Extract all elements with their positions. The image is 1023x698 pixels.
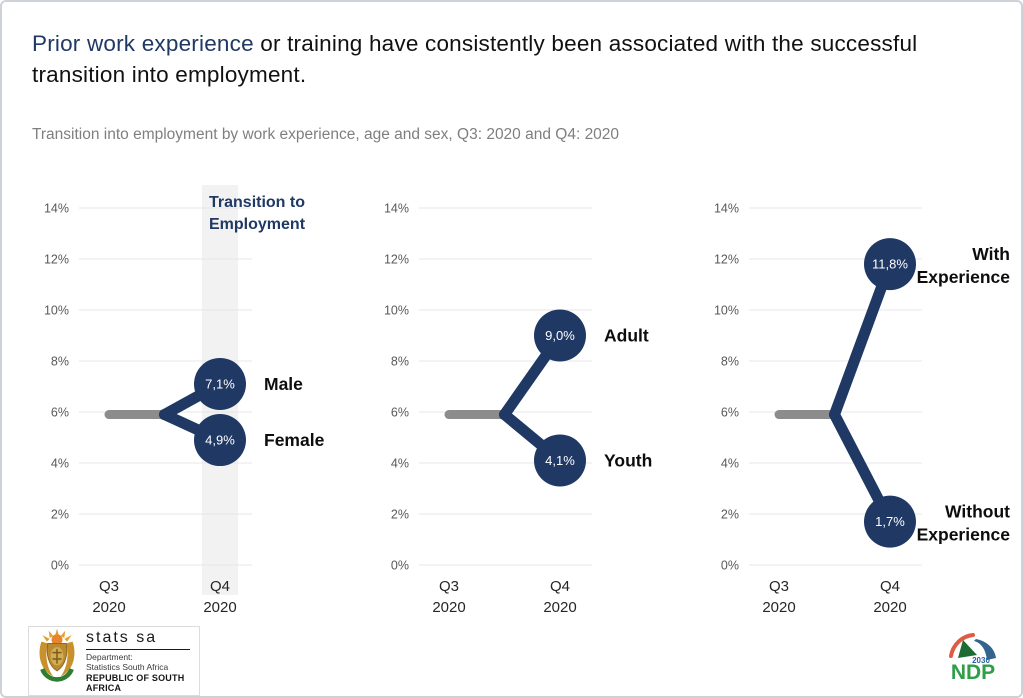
x-tick-label: 2020 (203, 599, 236, 616)
data-value-female: 4,9% (205, 433, 235, 448)
x-tick-label: 2020 (873, 599, 906, 616)
y-tick-label: 6% (391, 406, 409, 420)
y-tick-label: 0% (721, 559, 739, 573)
y-tick-label: 8% (51, 355, 69, 369)
statssa-brand: stats sa (86, 628, 158, 646)
statssa-text-block: stats sa Department: Statistics South Af… (86, 629, 195, 694)
y-tick-label: 12% (384, 253, 409, 267)
chart-panel-age: 0% 2% 4% 6% 8% 10% 12% 14% 9,0% Adult 4,1% Youth Q3 2… (362, 185, 695, 630)
series-label-without-experience: Without (945, 502, 1010, 522)
series-label-male: Male (264, 374, 303, 394)
y-tick-label: 0% (391, 559, 409, 573)
x-tick-label: Q3 (769, 578, 789, 595)
chart-panel-title: Transition to (209, 194, 305, 211)
x-tick-label: 2020 (762, 599, 795, 616)
x-tick-label: Q4 (550, 578, 570, 595)
data-point-with-experience (864, 238, 916, 291)
statssa-divider (86, 649, 190, 651)
data-value-with-experience: 11,8% (872, 257, 908, 272)
data-point-adult (534, 309, 586, 362)
chart-panel-experience: 0% 2% 4% 6% 8% 10% 12% 14% 11,8% With Experience 1,… (692, 185, 1021, 630)
data-value-adult: 9,0% (545, 328, 575, 343)
y-tick-label: 10% (714, 304, 739, 318)
ndp-acronym: NDP (951, 661, 995, 684)
series-label-youth: Youth (604, 450, 652, 470)
y-tick-label: 2% (721, 508, 739, 522)
y-tick-label: 4% (721, 457, 739, 471)
series-label-female: Female (264, 430, 325, 450)
y-tick-label: 2% (391, 508, 409, 522)
y-tick-label: 6% (51, 406, 69, 420)
y-tick-label: 4% (391, 457, 409, 471)
series-label-with-experience: With (972, 244, 1010, 264)
chart-svg-2: 0% 2% 4% 6% 8% 10% 12% 14% 11,8% With Experience 1,… (714, 202, 1011, 617)
data-point-youth (534, 434, 586, 487)
y-tick-label: 14% (714, 202, 739, 216)
y-tick-label: 10% (44, 304, 69, 318)
x-tick-label: Q3 (439, 578, 459, 595)
y-tick-label: 8% (391, 355, 409, 369)
y-tick-label: 12% (714, 253, 739, 267)
series-label-without-experience: Experience (917, 525, 1011, 545)
data-value-youth: 4,1% (545, 453, 575, 468)
x-tick-label: Q4 (210, 578, 230, 595)
ndp-year: 2030 (972, 656, 990, 665)
y-tick-label: 6% (721, 406, 739, 420)
x-tick-label: 2020 (92, 599, 125, 616)
chart-subtitle: Transition into employment by work exper… (32, 126, 620, 143)
title-highlight: Prior work experience (32, 31, 254, 56)
chart-panel-title: Employment (209, 216, 306, 233)
x-tick-label: 2020 (432, 599, 465, 616)
y-tick-label: 0% (51, 559, 69, 573)
chart-panel-sex: 0% 2% 4% 6% 8% 10% 12% 14% 7,1% Male 4,9% Female Tra… (22, 185, 355, 630)
y-tick-label: 2% (51, 508, 69, 522)
footer: stats sa Department: Statistics South Af… (2, 620, 1021, 696)
y-tick-label: 14% (384, 202, 409, 216)
y-tick-label: 14% (44, 202, 69, 216)
ndp-logo: NDP 2030 (943, 630, 1003, 690)
x-tick-label: 2020 (543, 599, 576, 616)
statssa-country: REPUBLIC OF SOUTH AFRICA (86, 672, 185, 693)
x-tick-label: Q3 (99, 578, 119, 595)
data-value-male: 7,1% (205, 376, 235, 391)
data-point-without-experience (864, 495, 916, 548)
page-title: Prior work experience or training have c… (32, 28, 962, 90)
y-tick-label: 10% (384, 304, 409, 318)
statssa-logo: stats sa Department: Statistics South Af… (28, 626, 200, 696)
connector-with-experience (829, 258, 896, 421)
statssa-dept: Department: (86, 652, 133, 663)
chart-svg-1: 0% 2% 4% 6% 8% 10% 12% 14% 9,0% Adult 4,1% Youth Q3 2… (384, 202, 652, 617)
chart-svg-0: 0% 2% 4% 6% 8% 10% 12% 14% 7,1% Male 4,9% Female Tra… (44, 185, 325, 616)
data-value-without-experience: 1,7% (875, 514, 905, 529)
y-tick-label: 4% (51, 457, 69, 471)
statssa-org: Statistics South Africa (86, 661, 169, 672)
data-point-male (194, 357, 246, 410)
data-point-female (194, 414, 246, 467)
x-tick-label: Q4 (880, 578, 900, 595)
y-tick-label: 12% (44, 253, 69, 267)
series-label-with-experience: Experience (917, 267, 1011, 287)
y-tick-label: 8% (721, 355, 739, 369)
coat-of-arms-icon (35, 628, 79, 695)
title-rest: or training have consistently been assoc… (32, 31, 918, 87)
series-label-adult: Adult (604, 326, 649, 346)
